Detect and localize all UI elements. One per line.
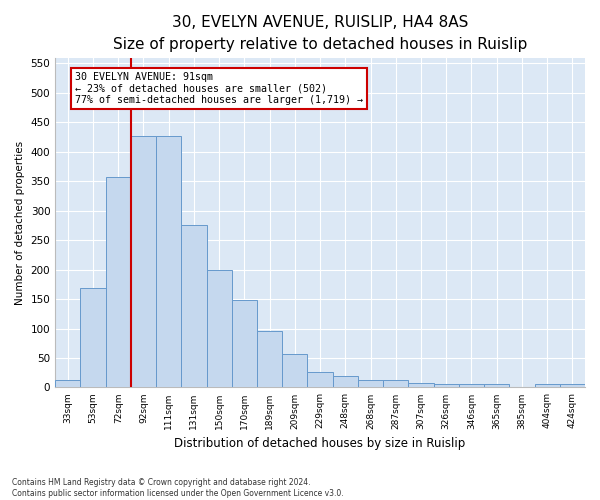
Title: 30, EVELYN AVENUE, RUISLIP, HA4 8AS
Size of property relative to detached houses: 30, EVELYN AVENUE, RUISLIP, HA4 8AS Size…: [113, 15, 527, 52]
Bar: [106, 177, 131, 388]
Bar: [156, 136, 181, 388]
Bar: [307, 372, 332, 388]
Bar: [282, 354, 307, 388]
Bar: [55, 380, 80, 388]
Bar: [459, 384, 484, 388]
Bar: [206, 270, 232, 388]
Bar: [232, 300, 257, 388]
Bar: [332, 376, 358, 388]
Bar: [509, 387, 535, 388]
Bar: [80, 288, 106, 388]
Bar: [434, 384, 459, 388]
Bar: [560, 384, 585, 388]
Bar: [131, 136, 156, 388]
Bar: [383, 380, 409, 388]
Bar: [181, 226, 206, 388]
Bar: [484, 384, 509, 388]
Bar: [257, 331, 282, 388]
Text: 30 EVELYN AVENUE: 91sqm
← 23% of detached houses are smaller (502)
77% of semi-d: 30 EVELYN AVENUE: 91sqm ← 23% of detache…: [76, 72, 364, 106]
Y-axis label: Number of detached properties: Number of detached properties: [15, 140, 25, 304]
Bar: [409, 382, 434, 388]
X-axis label: Distribution of detached houses by size in Ruislip: Distribution of detached houses by size …: [175, 437, 466, 450]
Bar: [358, 380, 383, 388]
Text: Contains HM Land Registry data © Crown copyright and database right 2024.
Contai: Contains HM Land Registry data © Crown c…: [12, 478, 344, 498]
Bar: [535, 384, 560, 388]
